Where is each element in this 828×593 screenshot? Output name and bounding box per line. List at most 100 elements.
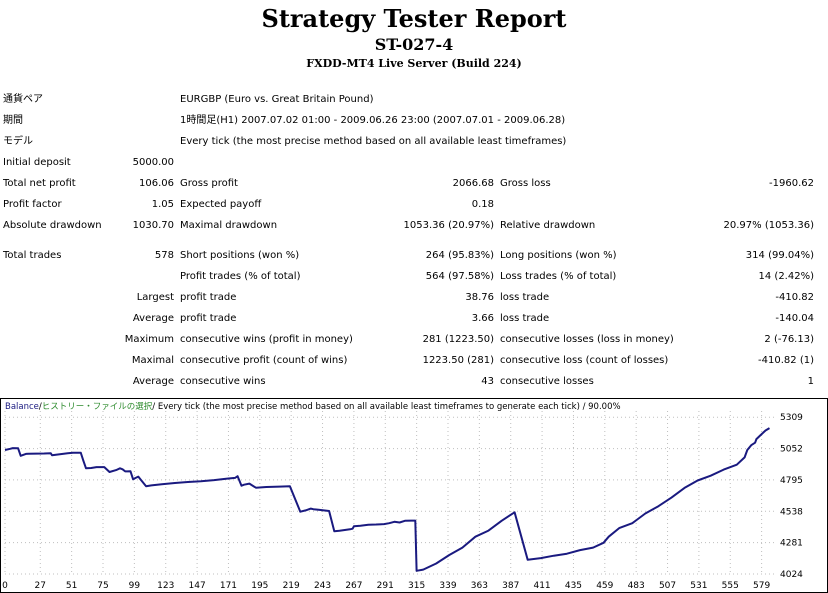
balance-chart: 5309 5052 4795 4538 4281 4024 0 27 51 75 99 123 147… bbox=[0, 398, 828, 593]
y-tick-label: 4024 bbox=[780, 570, 803, 580]
x-tick-label: 243 bbox=[314, 581, 331, 591]
total-net-profit-value: 106.06 bbox=[139, 178, 174, 189]
profit-trades-value: 564 (97.58%) bbox=[425, 271, 494, 282]
maximal-consec-loss-label: consecutive loss (count of losses) bbox=[500, 355, 669, 366]
x-tick-label: 411 bbox=[533, 581, 550, 591]
server-name: FXDD-MT4 Live Server (Build 224) bbox=[306, 57, 522, 70]
x-axis-ticks: 0 27 51 75 99 123 147 171 195 219 243 267 291 315 339 3… bbox=[2, 581, 770, 591]
average-profit-label: profit trade bbox=[180, 313, 237, 324]
period-value: 1時間足(H1) 2007.07.02 01:00 - 2009.06.26 2… bbox=[180, 115, 566, 126]
x-tick-label: 555 bbox=[722, 581, 739, 591]
x-tick-label: 483 bbox=[628, 581, 645, 591]
avg-consec-wins-label: consecutive wins bbox=[180, 376, 266, 387]
x-tick-label: 507 bbox=[659, 581, 676, 591]
largest-profit-label: profit trade bbox=[180, 292, 237, 303]
x-tick-label: 147 bbox=[189, 581, 206, 591]
gross-loss-label: Gross loss bbox=[500, 178, 551, 189]
y-axis-ticks: 5309 5052 4795 4538 4281 4024 bbox=[780, 413, 803, 580]
long-positions-value: 314 (99.04%) bbox=[745, 250, 814, 261]
maximal-consec-profit-label: consecutive profit (count of wins) bbox=[180, 355, 348, 366]
maximal-drawdown-label: Maximal drawdown bbox=[180, 220, 278, 231]
profit-trades-label: Profit trades (% of total) bbox=[180, 271, 301, 282]
largest-label: Largest bbox=[136, 292, 174, 303]
absolute-drawdown-value: 1030.70 bbox=[132, 220, 174, 231]
legend-separator: / bbox=[39, 402, 42, 412]
period-label: 期間 bbox=[3, 115, 23, 126]
x-tick-label: 171 bbox=[220, 581, 237, 591]
model-value: Every tick (the most precise method base… bbox=[180, 136, 567, 147]
report-subtitle: ST-027-4 bbox=[374, 35, 454, 54]
y-tick-label: 4795 bbox=[780, 476, 803, 486]
y-tick-label: 4281 bbox=[780, 539, 803, 549]
maximal-consec-profit-value: 1223.50 (281) bbox=[422, 355, 494, 366]
model-label: モデル bbox=[3, 136, 33, 147]
average-loss-label: loss trade bbox=[500, 313, 550, 324]
report-title: Strategy Tester Report bbox=[261, 4, 567, 33]
symbol-label: 通貨ペア bbox=[3, 94, 43, 105]
avg-consec-losses-label: consecutive losses bbox=[500, 376, 594, 387]
gross-profit-value: 2066.68 bbox=[452, 178, 494, 189]
x-tick-label: 579 bbox=[753, 581, 770, 591]
short-positions-value: 264 (95.83%) bbox=[425, 250, 494, 261]
legend-history-file: ヒストリー・ファイルの選択 bbox=[42, 401, 153, 412]
x-tick-label: 99 bbox=[129, 581, 141, 591]
x-tick-label: 51 bbox=[66, 581, 77, 591]
x-tick-label: 315 bbox=[408, 581, 425, 591]
maximal-consec-loss-value: -410.82 (1) bbox=[758, 355, 814, 366]
profit-factor-label: Profit factor bbox=[3, 199, 62, 210]
total-trades-label: Total trades bbox=[3, 250, 62, 261]
absolute-drawdown-label: Absolute drawdown bbox=[3, 220, 102, 231]
avg-consec-losses-value: 1 bbox=[807, 376, 814, 387]
relative-drawdown-label: Relative drawdown bbox=[500, 220, 596, 231]
x-tick-label: 195 bbox=[251, 581, 268, 591]
x-tick-label: 459 bbox=[596, 581, 613, 591]
total-trades-value: 578 bbox=[154, 250, 174, 261]
y-tick-label: 5052 bbox=[780, 445, 803, 455]
expected-payoff-label: Expected payoff bbox=[180, 199, 262, 210]
x-tick-label: 219 bbox=[283, 581, 300, 591]
balance-series-line bbox=[4, 427, 771, 572]
average-label: Average bbox=[132, 313, 174, 324]
maximum-label: Maximum bbox=[124, 334, 174, 345]
initial-deposit-label: Initial deposit bbox=[3, 157, 71, 168]
avg-consec-wins-value: 43 bbox=[481, 376, 494, 387]
x-tick-label: 27 bbox=[35, 581, 46, 591]
loss-trades-label: Loss trades (% of total) bbox=[500, 271, 617, 282]
largest-loss-label: loss trade bbox=[500, 292, 550, 303]
average-consec-label: Average bbox=[132, 376, 174, 387]
legend-description: / Every tick (the most precise method ba… bbox=[152, 402, 620, 412]
maximal-label: Maximal bbox=[131, 355, 174, 366]
gross-loss-value: -1960.62 bbox=[769, 178, 814, 189]
x-tick-label: 387 bbox=[502, 581, 519, 591]
largest-loss-value: -410.82 bbox=[775, 292, 814, 303]
short-positions-label: Short positions (won %) bbox=[180, 250, 300, 261]
total-net-profit-label: Total net profit bbox=[3, 178, 76, 189]
long-positions-label: Long positions (won %) bbox=[500, 250, 617, 261]
initial-deposit-value: 5000.00 bbox=[132, 157, 174, 168]
x-tick-label: 0 bbox=[2, 581, 8, 591]
chart-frame bbox=[0, 398, 828, 593]
max-consec-losses-value: 2 (-76.13) bbox=[764, 334, 814, 345]
max-consec-wins-label: consecutive wins (profit in money) bbox=[180, 334, 353, 345]
legend-series-name: Balance bbox=[5, 402, 39, 412]
gross-profit-label: Gross profit bbox=[180, 178, 238, 189]
x-tick-label: 291 bbox=[377, 581, 394, 591]
x-tick-label: 123 bbox=[157, 581, 174, 591]
x-tick-label: 75 bbox=[97, 581, 108, 591]
expected-payoff-value: 0.18 bbox=[471, 199, 494, 210]
x-tick-label: 435 bbox=[565, 581, 582, 591]
symbol-value: EURGBP (Euro vs. Great Britain Pound) bbox=[180, 94, 374, 105]
x-tick-label: 531 bbox=[690, 581, 707, 591]
relative-drawdown-value: 20.97% (1053.36) bbox=[723, 220, 814, 231]
maximal-drawdown-value: 1053.36 (20.97%) bbox=[403, 220, 494, 231]
largest-profit-value: 38.76 bbox=[465, 292, 494, 303]
x-tick-label: 363 bbox=[471, 581, 488, 591]
x-tick-label: 267 bbox=[345, 581, 362, 591]
x-tick-label: 339 bbox=[439, 581, 456, 591]
y-tick-label: 5309 bbox=[780, 413, 803, 423]
y-tick-label: 4538 bbox=[780, 507, 803, 517]
max-consec-wins-value: 281 (1223.50) bbox=[422, 334, 494, 345]
profit-factor-value: 1.05 bbox=[151, 199, 174, 210]
max-consec-losses-label: consecutive losses (loss in money) bbox=[500, 334, 674, 345]
average-profit-value: 3.66 bbox=[471, 313, 494, 324]
